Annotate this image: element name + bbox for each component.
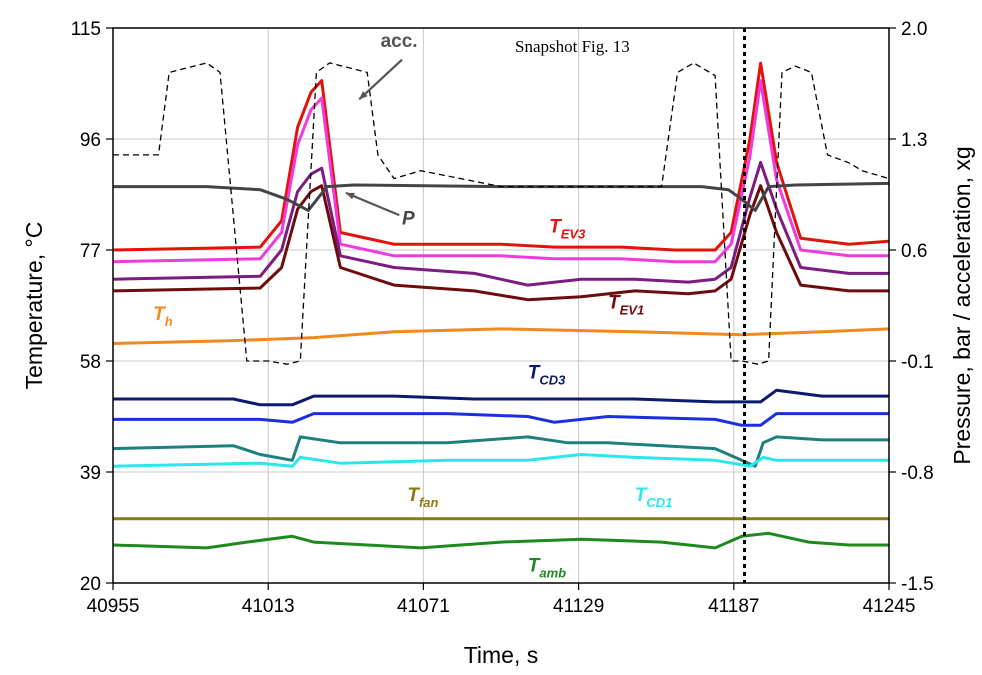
series-line-tev1 bbox=[112, 184, 889, 302]
acc-arrow bbox=[358, 58, 403, 101]
y-right-tick-label: 2.0 bbox=[901, 19, 927, 40]
grid bbox=[113, 28, 889, 583]
snapshot-annotation: Snapshot Fig. 13 bbox=[515, 37, 630, 56]
y-left-tick-label: 39 bbox=[80, 463, 101, 484]
plot-frame bbox=[112, 27, 890, 584]
x-tick-label: 41129 bbox=[553, 596, 604, 617]
y-axis-left-title: Temperature, °C bbox=[21, 222, 47, 390]
series-line-tcd2 bbox=[113, 412, 889, 427]
series-line-tev3 bbox=[112, 61, 890, 252]
series-line-tcd3 bbox=[113, 388, 889, 407]
series-label-p: P bbox=[402, 209, 415, 230]
y-right-tick-label: 1.3 bbox=[901, 130, 927, 151]
ticks: 40955 41013 41071 41129 41187 41245 20 -1.5 39 -0… bbox=[71, 19, 934, 617]
x-tick-label: 41013 bbox=[242, 596, 295, 617]
x-tick-label: 40955 bbox=[87, 596, 140, 617]
y-axis-right-title: Pressure, bar / acceleration, xg bbox=[949, 146, 975, 464]
series-line-tevm bbox=[112, 79, 889, 264]
series-label-tcd1: TCD1 bbox=[635, 485, 673, 510]
y-left-tick-label: 20 bbox=[80, 574, 101, 595]
x-tick-label: 41071 bbox=[397, 596, 450, 617]
y-left-tick-label: 77 bbox=[80, 241, 101, 262]
p-arrow-head bbox=[345, 192, 355, 200]
y-right-tick-label: -0.1 bbox=[901, 352, 934, 373]
y-right-tick-label: -1.5 bbox=[901, 574, 934, 595]
series-line-tcdm bbox=[112, 435, 889, 468]
y-right-tick-label: 0.6 bbox=[901, 241, 927, 262]
series-label-acc: acc. bbox=[381, 31, 418, 52]
series-label-tev3: TEV3 bbox=[549, 216, 586, 241]
y-left-tick-label: 96 bbox=[80, 130, 101, 151]
y-left-tick-label: 58 bbox=[80, 352, 101, 373]
series-line-tcd1 bbox=[112, 453, 889, 468]
y-right-tick-label: -0.8 bbox=[901, 463, 934, 484]
series-label-tcd3: TCD3 bbox=[528, 363, 566, 388]
series-line-tamb bbox=[112, 531, 889, 550]
y-left-tick-label: 115 bbox=[71, 19, 101, 40]
series-line-acc bbox=[113, 62, 890, 365]
series-line-tev2 bbox=[112, 160, 889, 287]
series-label-tfan: Tfan bbox=[407, 485, 438, 510]
series-line-th bbox=[112, 327, 890, 345]
x-axis-title: Time, s bbox=[464, 642, 539, 668]
series-label-tev1: TEV1 bbox=[608, 292, 644, 317]
series-label-th: Th bbox=[153, 304, 173, 329]
acc-arrow-head bbox=[359, 91, 368, 100]
p-arrow bbox=[345, 191, 400, 217]
series-layer bbox=[112, 61, 890, 550]
x-tick-label: 41187 bbox=[708, 596, 759, 617]
series-label-tamb: Tamb bbox=[528, 555, 566, 580]
series-labels: acc. P TEV3 TEV1 Th TCD3 Tfan TCD1 Tamb bbox=[153, 31, 672, 580]
x-tick-label: 41245 bbox=[863, 596, 916, 617]
